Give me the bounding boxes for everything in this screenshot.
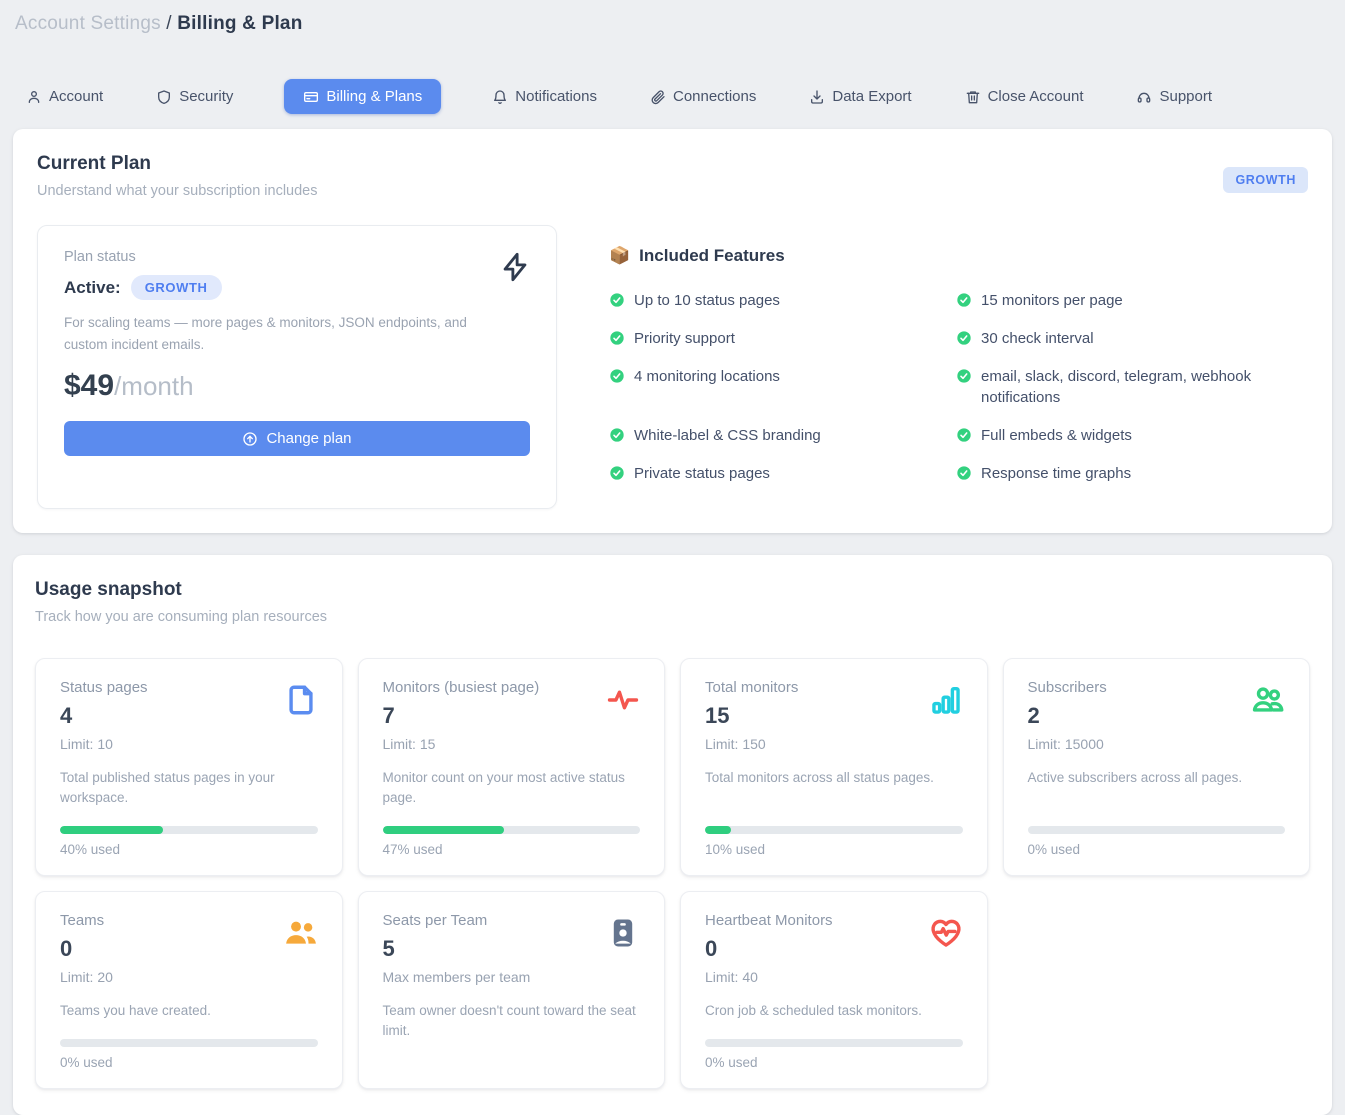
tab-close-account[interactable]: Close Account [963,79,1086,114]
tab-security[interactable]: Security [154,79,235,114]
tab-label: Notifications [515,88,597,105]
feature-item: White-label & CSS branding [609,425,956,447]
tab-data-export[interactable]: Data Export [807,79,913,114]
feature-item: Private status pages [609,463,956,485]
zap-icon [498,250,532,289]
tab-label: Security [179,88,234,105]
usage-card-total-monitors: Total monitors 15 Limit: 150 Total monit… [680,658,988,876]
price-amount: $49 [64,369,115,403]
current-plan-subtitle: Understand what your subscription includ… [37,183,318,199]
heart-pulse-icon [929,912,963,955]
progress-bar: 47% used [382,812,640,857]
plan-badge: GROWTH [1223,167,1308,193]
breadcrumb-section[interactable]: Account Settings [15,13,161,34]
plan-status-value: Active: [64,277,121,297]
included-features: 📦 Included Features Up to 10 status page… [609,225,1308,509]
tab-label: Connections [672,88,757,105]
settings-tabbar: Account Security Billing & Plans Notific… [0,79,1345,114]
tab-support[interactable]: Support [1134,79,1214,114]
package-icon: 📦 [609,246,631,265]
tab-account[interactable]: Account [24,79,105,114]
check-circle-icon [610,466,624,480]
tab-connections[interactable]: Connections [648,79,758,114]
change-plan-button[interactable]: Change plan [64,421,530,457]
check-circle-icon [957,368,971,383]
current-plan-title: Current Plan [37,153,152,174]
tab-label: Data Export [832,88,912,105]
breadcrumb-separator: / [166,13,172,34]
check-circle-icon [610,331,624,345]
id-badge-icon [606,912,640,955]
breadcrumb: Account Settings / Billing & Plan [0,0,1345,35]
check-circle-icon [957,331,971,345]
check-circle-icon [957,428,971,442]
progress-bar: 0% used [705,1025,963,1070]
feature-item: 30 check interval [956,328,1308,350]
bar-chart-icon [929,679,963,722]
feature-item: 4 monitoring locations [609,366,956,410]
usage-card-subscribers: Subscribers 2 Limit: 15000 Active subscr… [1002,658,1310,876]
usage-snapshot-card: Usage snapshot Track how you are consumi… [13,555,1332,1115]
price-period: /month [114,371,194,402]
features-title: Included Features [639,246,785,265]
progress-bar: 40% used [60,812,318,857]
progress-bar: 0% used [60,1025,318,1070]
download-icon [811,89,824,104]
tab-label: Account [49,88,104,105]
tab-label: Close Account [987,88,1084,105]
plan-status-label: Plan status [64,249,136,265]
paperclip-icon [651,89,665,104]
usage-card-teams: Teams 0 Limit: 20 Teams you have created… [35,891,343,1089]
usage-subtitle: Track how you are consuming plan resourc… [35,609,328,625]
feature-item: Up to 10 status pages [609,290,956,312]
credit-card-icon [304,91,319,102]
tab-billing-plans[interactable]: Billing & Plans [284,79,442,114]
bell-icon [494,89,507,104]
users-icon [1251,679,1285,722]
change-plan-label: Change plan [266,430,352,448]
tab-label: Support [1159,88,1213,105]
plan-description: For scaling teams — more pages & monitor… [64,315,467,352]
feature-item: Priority support [609,328,956,350]
arrow-up-circle-icon [243,432,258,446]
users-filled-icon [284,912,318,955]
feature-item: Full embeds & widgets [956,425,1308,447]
usage-title: Usage snapshot [35,579,182,600]
usage-card-seats-per-team: Seats per Team 5 Max members per team Te… [357,891,665,1089]
current-plan-card: Current Plan Understand what your subscr… [13,129,1332,533]
shield-icon [158,89,171,104]
check-circle-icon [610,293,624,307]
usage-card-heartbeat-monitors: Heartbeat Monitors 0 Limit: 40 Cron job … [680,891,988,1089]
usage-card-monitors-busiest: Monitors (busiest page) 7 Limit: 15 Moni… [357,658,665,876]
check-circle-icon [610,368,624,383]
feature-item: email, slack, discord, telegram, webhook… [956,366,1308,410]
headset-icon [1138,92,1151,103]
person-icon [28,90,40,103]
check-circle-icon [957,293,971,307]
trash-icon [966,90,979,103]
plan-price: $49/month [64,369,530,403]
check-circle-icon [957,466,971,480]
feature-item: 15 monitors per page [956,290,1308,312]
file-icon [284,679,318,722]
progress-bar: 0% used [1027,812,1285,857]
usage-card-status-pages: Status pages 4 Limit: 10 Total published… [35,658,343,876]
plan-status-badge: GROWTH [130,275,222,300]
breadcrumb-page-title: Billing & Plan [177,13,303,34]
check-circle-icon [610,428,624,442]
feature-item: Response time graphs [956,463,1308,485]
tab-label: Billing & Plans [326,88,423,105]
activity-icon [606,679,640,722]
tab-notifications[interactable]: Notifications [490,79,599,114]
plan-status-panel: Plan status Active: GROWTH For scaling t… [37,225,557,509]
progress-bar: 10% used [705,812,963,857]
